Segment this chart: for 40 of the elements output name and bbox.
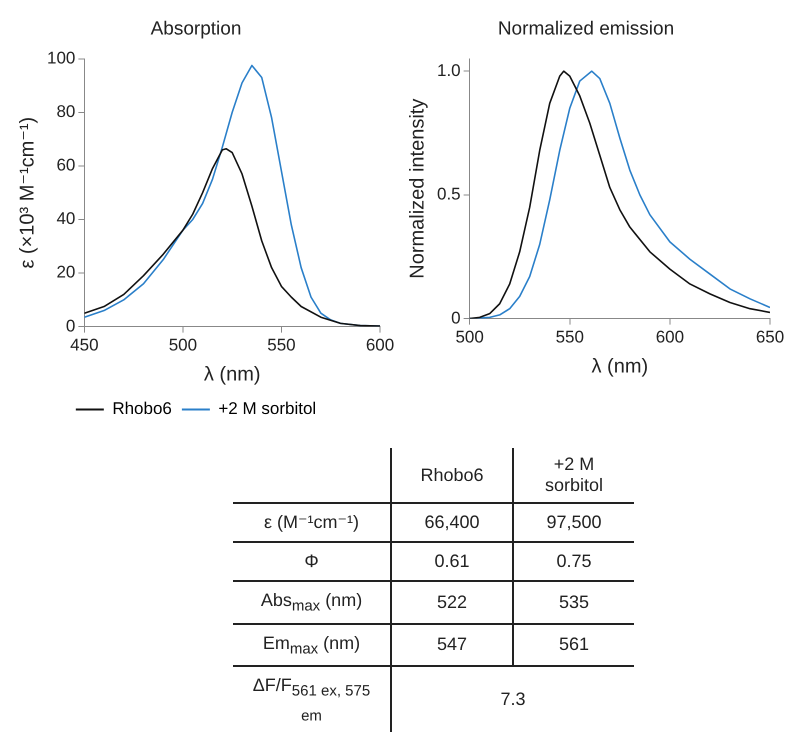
y-tick-label: 100 (46, 48, 76, 68)
text: 522 (436, 592, 468, 612)
y-tick-label: 80 (56, 102, 76, 122)
category-label: Φ (304, 551, 319, 571)
x-tick-label: 650 (756, 327, 784, 346)
x-tick-label: 500 (168, 335, 198, 354)
x-tick-label: 450 (70, 335, 99, 354)
x-tick-label: 600 (656, 327, 684, 346)
x-tick-label: 500 (455, 327, 484, 346)
text: 535 (558, 592, 590, 612)
text: 0.75 (556, 551, 592, 571)
category-label: Em$_{max}$ (nm) (262, 632, 360, 658)
y-tick-label: 1.0 (436, 60, 461, 80)
y-axis-title: Normalized intensity (406, 98, 429, 279)
y-axis-title: ε (×10³ M⁻¹cm⁻¹) (16, 116, 39, 269)
category-label: +2 M sorbitol (544, 453, 604, 497)
category-label: ε (M⁻¹cm⁻¹) (264, 512, 359, 532)
category-label: Rhobo6 (391, 448, 513, 503)
text: 97,500 (546, 512, 602, 532)
y-tick-label: 0.5 (436, 184, 461, 204)
legend-label: Rhobo6 (112, 399, 172, 418)
y-tick-label: 0 (451, 308, 461, 328)
x-axis-title: λ (nm) (591, 356, 648, 378)
y-tick-label: 60 (56, 156, 76, 175)
chart-title: Absorption (150, 18, 242, 40)
text: 0.61 (434, 551, 470, 571)
x-tick-label: 550 (556, 327, 584, 346)
text: 561 (558, 634, 590, 654)
x-tick-label: 550 (267, 335, 296, 354)
y-tick-label: 40 (56, 209, 76, 228)
text: 7.3 (500, 689, 526, 710)
chart-title: Normalized emission (498, 18, 674, 40)
y-tick-label: 0 (66, 316, 76, 336)
text: 547 (436, 634, 468, 654)
y-tick-label: 20 (56, 262, 76, 282)
x-tick-label: 600 (366, 335, 394, 354)
x-axis-title: λ (nm) (204, 364, 261, 386)
text: 66,400 (424, 512, 480, 532)
legend-label: +2 M sorbitol (218, 399, 316, 418)
category-label: Abs$_{max}$ (nm) (260, 590, 362, 615)
